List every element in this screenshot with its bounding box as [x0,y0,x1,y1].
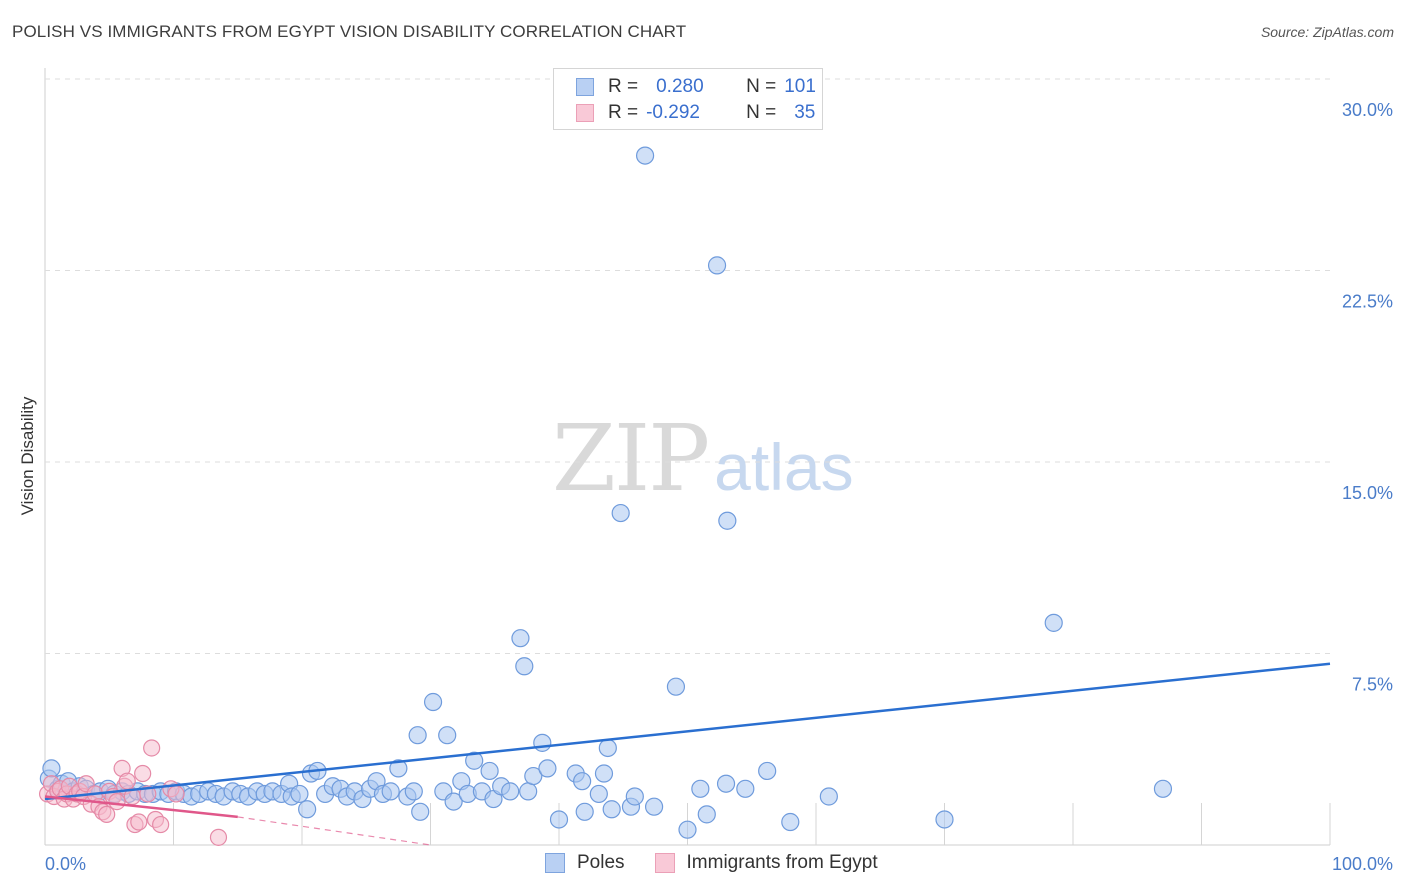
legend-item-egypt[interactable]: Immigrants from Egypt [654,852,878,874]
poles-point [716,774,736,793]
poles-trend-line [44,662,1331,801]
correlation-legend: R = 0.280 N = 101 R = -0.292 N = 35 [553,68,823,130]
chart-title: POLISH VS IMMIGRANTS FROM EGYPT VISION D… [12,22,687,41]
poles-point [480,761,499,781]
source-credit: Source: ZipAtlas.com [1260,24,1394,40]
poles-point [42,759,61,778]
x-tick-label: 0.0% [45,854,86,874]
egypt-legend-swatch [654,853,675,873]
poles-point [1153,779,1173,798]
legend-n-label: N = [746,102,777,123]
poles-point [573,772,592,791]
poles-point [511,629,530,648]
legend-item-poles[interactable]: Poles [545,852,625,874]
poles-point [444,792,463,811]
series-legend: Poles Immigrants from Egypt [545,852,908,874]
poles-point [515,657,534,676]
poles-point [549,810,569,829]
poles-point [781,812,800,832]
egypt-trend-extension [237,816,431,846]
egypt-point [152,815,170,834]
poles-point [644,797,664,816]
egypt-point [130,813,148,831]
poles-point [1044,613,1063,632]
poles-point [465,751,484,770]
legend-n-label: N = [746,76,777,97]
poles-legend-swatch [545,853,565,873]
egypt-swatch [576,104,594,122]
poles-point [381,782,400,801]
legend-n-value: 35 [794,102,816,123]
poles-point [758,761,777,781]
poles-point [533,733,552,752]
poles-swatch [576,78,594,96]
y-tick-label: 15.0% [1342,483,1393,503]
legend-r-value: -0.292 [646,102,700,123]
legend-r-label: R = [608,76,639,97]
watermark-zip: ZIP [552,405,710,512]
egypt-point [108,792,126,811]
poles-point [389,759,408,778]
poles-point [575,802,594,821]
watermark-atlas: atlas [714,430,854,504]
poles-point [404,782,423,801]
x-tick-label: 100.0% [1332,854,1393,874]
poles-point [611,503,630,523]
egypt-trend-line [44,795,238,819]
watermark: ZIPatlas [552,405,854,512]
egypt-point [209,828,228,846]
poles-point [718,511,737,530]
legend-r-label: R = [608,102,639,123]
poles-point [298,800,317,819]
egypt-point [134,764,152,783]
y-tick-label: 22.5% [1342,292,1393,312]
poles-point [538,759,557,778]
legend-row-poles: R = 0.280 N = 101 [576,74,816,100]
y-tick-label: 30.0% [1342,100,1393,120]
legend-label-egypt: Immigrants from Egypt [686,852,878,873]
poles-point [666,677,686,696]
poles-point [678,820,697,839]
poles-point [589,784,608,804]
legend-r-value: 0.280 [656,76,704,97]
egypt-point [167,785,185,803]
poles-point [411,802,430,821]
poles-point [519,782,538,801]
poles-point [423,692,443,712]
poles-point [625,787,644,806]
poles-point [408,726,427,745]
poles-point [501,782,520,801]
poles-point [594,764,614,783]
legend-label-poles: Poles [577,852,625,873]
egypt-point [118,772,136,790]
poles-point [707,256,727,275]
poles-point [736,779,755,798]
egypt-point [143,739,161,757]
poles-point [602,800,621,819]
poles-point [697,805,716,824]
poles-point [524,766,543,786]
poles-point [290,784,309,804]
legend-row-egypt: R = -0.292 N = 35 [576,100,815,126]
poles-point [598,738,617,758]
poles-point [438,726,457,745]
poles-point [819,787,838,806]
egypt-point [98,805,116,823]
y-tick-label: 7.5% [1352,675,1393,695]
poles-point [691,779,710,798]
poles-point [935,810,954,829]
legend-n-value: 101 [784,76,816,97]
egypt-point [139,785,157,803]
poles-point [635,146,655,165]
